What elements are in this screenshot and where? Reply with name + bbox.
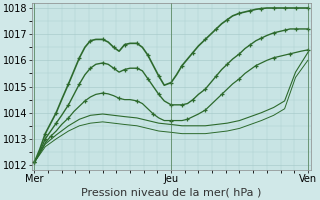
X-axis label: Pression niveau de la mer( hPa ): Pression niveau de la mer( hPa ) xyxy=(81,187,261,197)
